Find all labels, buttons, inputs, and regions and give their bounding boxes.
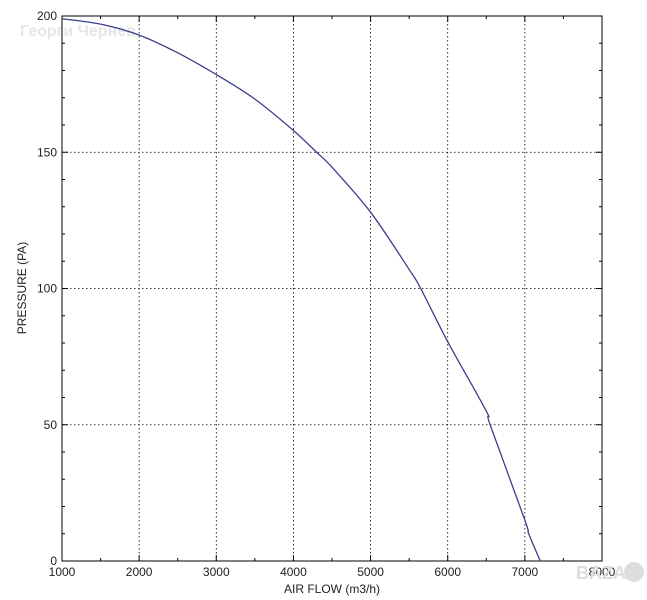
x-tick-labels: 1000 2000 3000 4000 5000 6000 7000 8000 <box>49 565 616 579</box>
y-tick-label: 200 <box>37 9 57 23</box>
series-line <box>61 18 541 562</box>
y-tick-label: 0 <box>50 554 57 568</box>
x-axis-title: AIR FLOW (m3/h) <box>284 582 380 596</box>
x-tick-label: 4000 <box>280 565 307 579</box>
y-tick-labels: 0 50 100 150 200 <box>37 9 57 568</box>
axis-ticks <box>61 15 603 562</box>
x-tick-label: 3000 <box>203 565 230 579</box>
x-tick-label: 2000 <box>126 565 153 579</box>
logo-text: BAZAR <box>576 563 639 583</box>
y-tick-label: 150 <box>37 145 57 159</box>
grid-lines <box>62 16 602 561</box>
watermark-text: Георги Чернев <box>20 23 136 40</box>
series-layer <box>61 18 541 562</box>
x-tick-label: 5000 <box>357 565 384 579</box>
y-tick-label: 100 <box>37 282 57 296</box>
x-tick-label: 1000 <box>49 565 76 579</box>
y-axis-title: PRESSURE (PA) <box>15 242 29 334</box>
bazar-logo: BAZAR <box>576 562 644 583</box>
y-tick-label: 50 <box>44 418 58 432</box>
x-tick-label: 7000 <box>512 565 539 579</box>
x-tick-label: 6000 <box>434 565 461 579</box>
logo-badge-icon <box>624 562 644 582</box>
x-tick-label: 8000 <box>589 565 616 579</box>
